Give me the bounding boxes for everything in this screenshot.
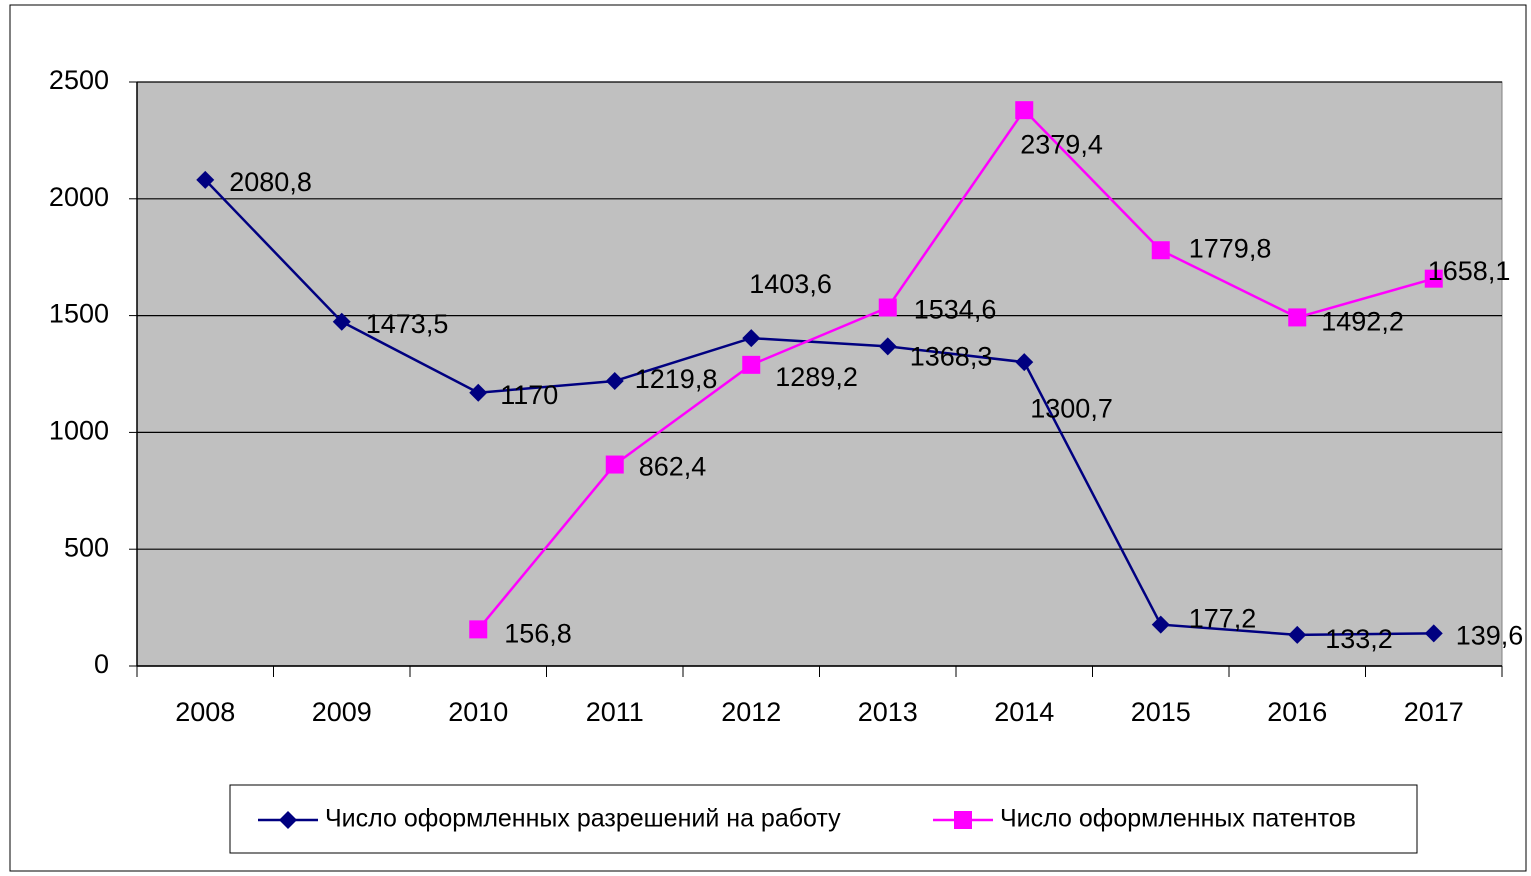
data-label: 139,6 [1456,621,1524,651]
data-point [605,455,624,474]
y-tick-label: 1500 [49,299,109,329]
data-point [1288,308,1307,327]
series-line [477,108,1435,631]
x-tick-label: 2015 [1131,697,1191,727]
data-point [742,355,761,374]
x-tick-label: 2009 [312,697,372,727]
data-point [469,620,488,639]
data-point [1288,625,1307,644]
legend-marker [279,811,297,829]
y-tick-label: 500 [64,532,109,562]
x-tick-label: 2017 [1404,697,1464,727]
data-point [1424,269,1443,288]
data-point [1151,241,1170,260]
x-tick-label: 2008 [175,697,235,727]
data-point [332,312,351,331]
x-tick-label: 2011 [586,697,644,727]
x-tick-label: 2012 [721,697,781,727]
data-point [1424,624,1443,643]
data-label: 2080,8 [229,167,312,197]
data-point [605,372,624,391]
data-label: 1658,1 [1428,256,1511,286]
data-point [1015,101,1034,120]
y-tick-label: 2000 [49,182,109,212]
data-label: 1368,3 [910,341,993,371]
data-point [469,383,488,402]
data-label: 862,4 [639,452,707,482]
data-point [878,337,897,356]
data-label: 2379,4 [1020,129,1103,159]
series-line [204,179,1434,637]
y-tick-label: 2500 [49,65,109,95]
data-point [878,298,897,317]
data-label: 1779,8 [1189,233,1272,263]
y-tick-label: 1000 [49,416,109,446]
data-point [1151,615,1170,634]
data-label: 1403,6 [749,269,832,299]
x-tick-label: 2013 [858,697,918,727]
data-point [196,170,215,189]
data-label: 177,2 [1189,604,1257,634]
x-tick-label: 2016 [1267,697,1327,727]
y-tick-label: 0 [94,649,109,679]
legend-label: Число оформленных разрешений на работу [325,805,841,833]
data-point [742,329,761,348]
legend-marker [954,811,972,829]
plot-area [136,81,1503,667]
x-tick-label: 2010 [448,697,508,727]
x-tick-label: 2014 [994,697,1054,727]
data-label: 1492,2 [1321,307,1404,337]
data-label: 1170 [500,380,558,410]
data-label: 1534,6 [914,295,997,325]
data-label: 1473,5 [366,309,449,339]
data-point [1015,353,1034,372]
data-label: 133,2 [1325,624,1393,654]
data-label: 1289,2 [775,362,858,392]
data-label: 156,8 [504,618,572,648]
legend-label: Число оформленных патентов [1000,805,1356,833]
data-label: 1300,7 [1030,393,1113,423]
data-label: 1219,8 [635,364,718,394]
legend [229,784,1418,854]
